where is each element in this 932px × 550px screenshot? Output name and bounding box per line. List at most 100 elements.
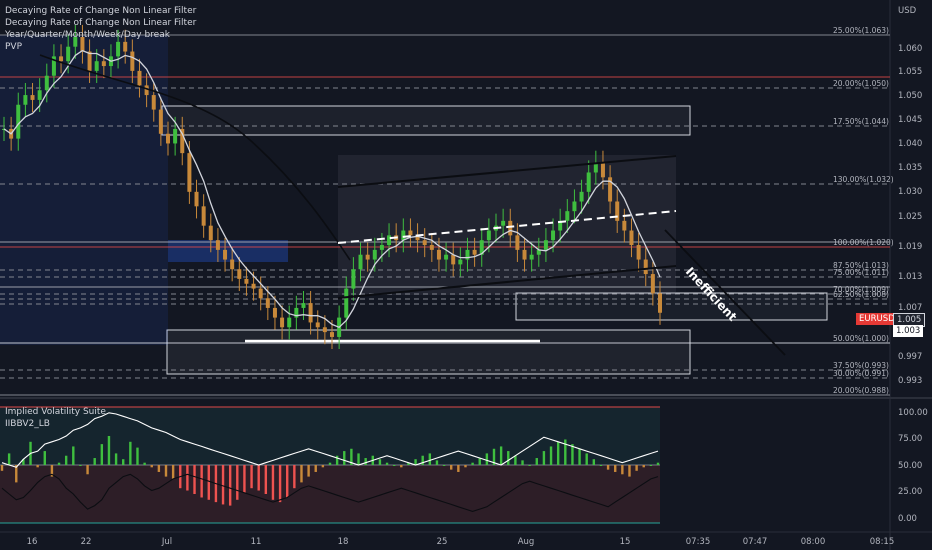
candle-body <box>515 235 520 250</box>
candle-body <box>30 95 35 100</box>
iv-bar <box>328 462 332 465</box>
candle-body <box>436 249 441 260</box>
candle-body <box>551 230 556 241</box>
legend-item-breaks[interactable]: Year/Quarter/Month/Week/Day break <box>5 30 170 40</box>
fib-label: 20.00%(0.988) <box>833 386 889 395</box>
time-tick-label: Aug <box>518 537 535 547</box>
iv-bar <box>335 455 339 465</box>
lower-pane-legend: Implied Volatility Suite IIBBV2_LB <box>5 406 106 430</box>
candle-body <box>658 293 662 313</box>
price-tick-label: 1.013 <box>898 272 922 282</box>
iv-bar <box>264 465 268 494</box>
lower-tick-label: 25.00 <box>898 487 922 497</box>
time-tick-label: 22 <box>81 537 92 547</box>
price-tick-label: 1.030 <box>898 187 922 197</box>
legend-item-pvp[interactable]: PVP <box>5 42 23 52</box>
iv-bar <box>642 465 645 468</box>
legend-item-iv-suite[interactable]: Implied Volatility Suite <box>5 407 106 417</box>
iv-bar <box>414 459 417 465</box>
symbol-label: EURUSD <box>859 314 895 324</box>
candle-body <box>472 249 477 255</box>
time-tick-label: 08:15 <box>870 537 895 547</box>
iv-bar <box>72 446 75 465</box>
candle-body <box>387 235 392 246</box>
iv-bar <box>499 446 503 465</box>
candle-body <box>308 303 313 323</box>
iv-bar <box>314 465 317 472</box>
candle-body <box>80 37 85 52</box>
iv-bar <box>450 465 453 470</box>
iv-bar <box>435 460 439 465</box>
iv-bar <box>421 455 424 465</box>
candle-body <box>237 269 242 279</box>
fib-label: 130.00%(1.032) <box>833 175 894 184</box>
iv-bar <box>542 451 546 465</box>
iv-bar <box>36 465 39 468</box>
iv-bar <box>535 458 538 465</box>
iv-lower-band <box>0 465 660 523</box>
candle-body <box>51 56 56 76</box>
iv-bar <box>100 444 104 465</box>
indicator-legend: Decaying Rate of Change Non Linear Filte… <box>5 5 196 53</box>
iv-bar <box>378 459 382 465</box>
price-tick-label: 1.025 <box>898 212 922 222</box>
candle-body <box>330 332 334 337</box>
iv-bar <box>521 460 524 465</box>
candle-body <box>123 41 128 52</box>
iv-bar <box>364 458 367 465</box>
iv-bar <box>43 451 46 465</box>
iv-bar <box>628 465 631 477</box>
iv-bar <box>578 448 581 465</box>
candle-body <box>272 307 277 318</box>
iv-bar <box>200 465 203 498</box>
channel-top <box>337 155 677 188</box>
iv-bar <box>464 465 467 468</box>
time-tick-label: Jul <box>161 537 172 547</box>
candle-body <box>187 153 192 192</box>
fib-label: 100.00%(1.020) <box>833 238 894 247</box>
iv-bar <box>400 465 403 468</box>
iv-bar <box>321 465 325 468</box>
price-tick-label: 1.050 <box>898 91 922 101</box>
candle-body <box>522 249 527 260</box>
channel-bottom <box>337 265 677 299</box>
iv-bar <box>442 465 446 466</box>
candle-body <box>158 109 163 134</box>
iv-bar <box>236 465 239 500</box>
price-tick-label: 0.997 <box>898 352 922 362</box>
candle-body <box>294 307 299 318</box>
candle-body <box>251 283 256 289</box>
candle-body <box>137 70 142 86</box>
candle-body <box>629 230 634 246</box>
symbol-badge: EURUSD <box>856 313 898 325</box>
iv-bar <box>207 465 210 500</box>
iv-line-low <box>1 473 659 512</box>
legend-item-drc-1[interactable]: Decaying Rate of Change Non Linear Filte… <box>5 6 197 16</box>
iv-bar <box>250 465 253 489</box>
candle-body <box>223 249 228 260</box>
candle-body <box>508 220 513 236</box>
candle-body <box>301 303 306 308</box>
iv-bar <box>507 451 510 465</box>
candle-body <box>322 327 327 333</box>
candle-body <box>586 172 591 192</box>
iv-bar <box>492 448 496 465</box>
iv-bar <box>407 462 410 465</box>
iv-bar <box>228 465 232 506</box>
iv-bar <box>271 465 275 500</box>
legend-item-drc-2[interactable]: Decaying Rate of Change Non Linear Filte… <box>5 18 197 28</box>
iv-bar <box>614 465 617 472</box>
candle-body <box>358 254 363 270</box>
candle-body <box>73 37 78 47</box>
candle-body <box>16 104 21 139</box>
candle-body <box>379 245 384 250</box>
legend-item-iibbv2[interactable]: IIBBV2_LB <box>5 419 50 429</box>
candle-body <box>422 240 427 246</box>
fib-label: 70.00%(1.009) <box>833 285 889 294</box>
iv-bar <box>357 453 360 465</box>
iv-bar <box>571 444 574 465</box>
iv-bar <box>478 458 481 465</box>
fib-label: 17.50%(1.044) <box>833 117 889 126</box>
time-tick-label: 15 <box>620 537 631 547</box>
